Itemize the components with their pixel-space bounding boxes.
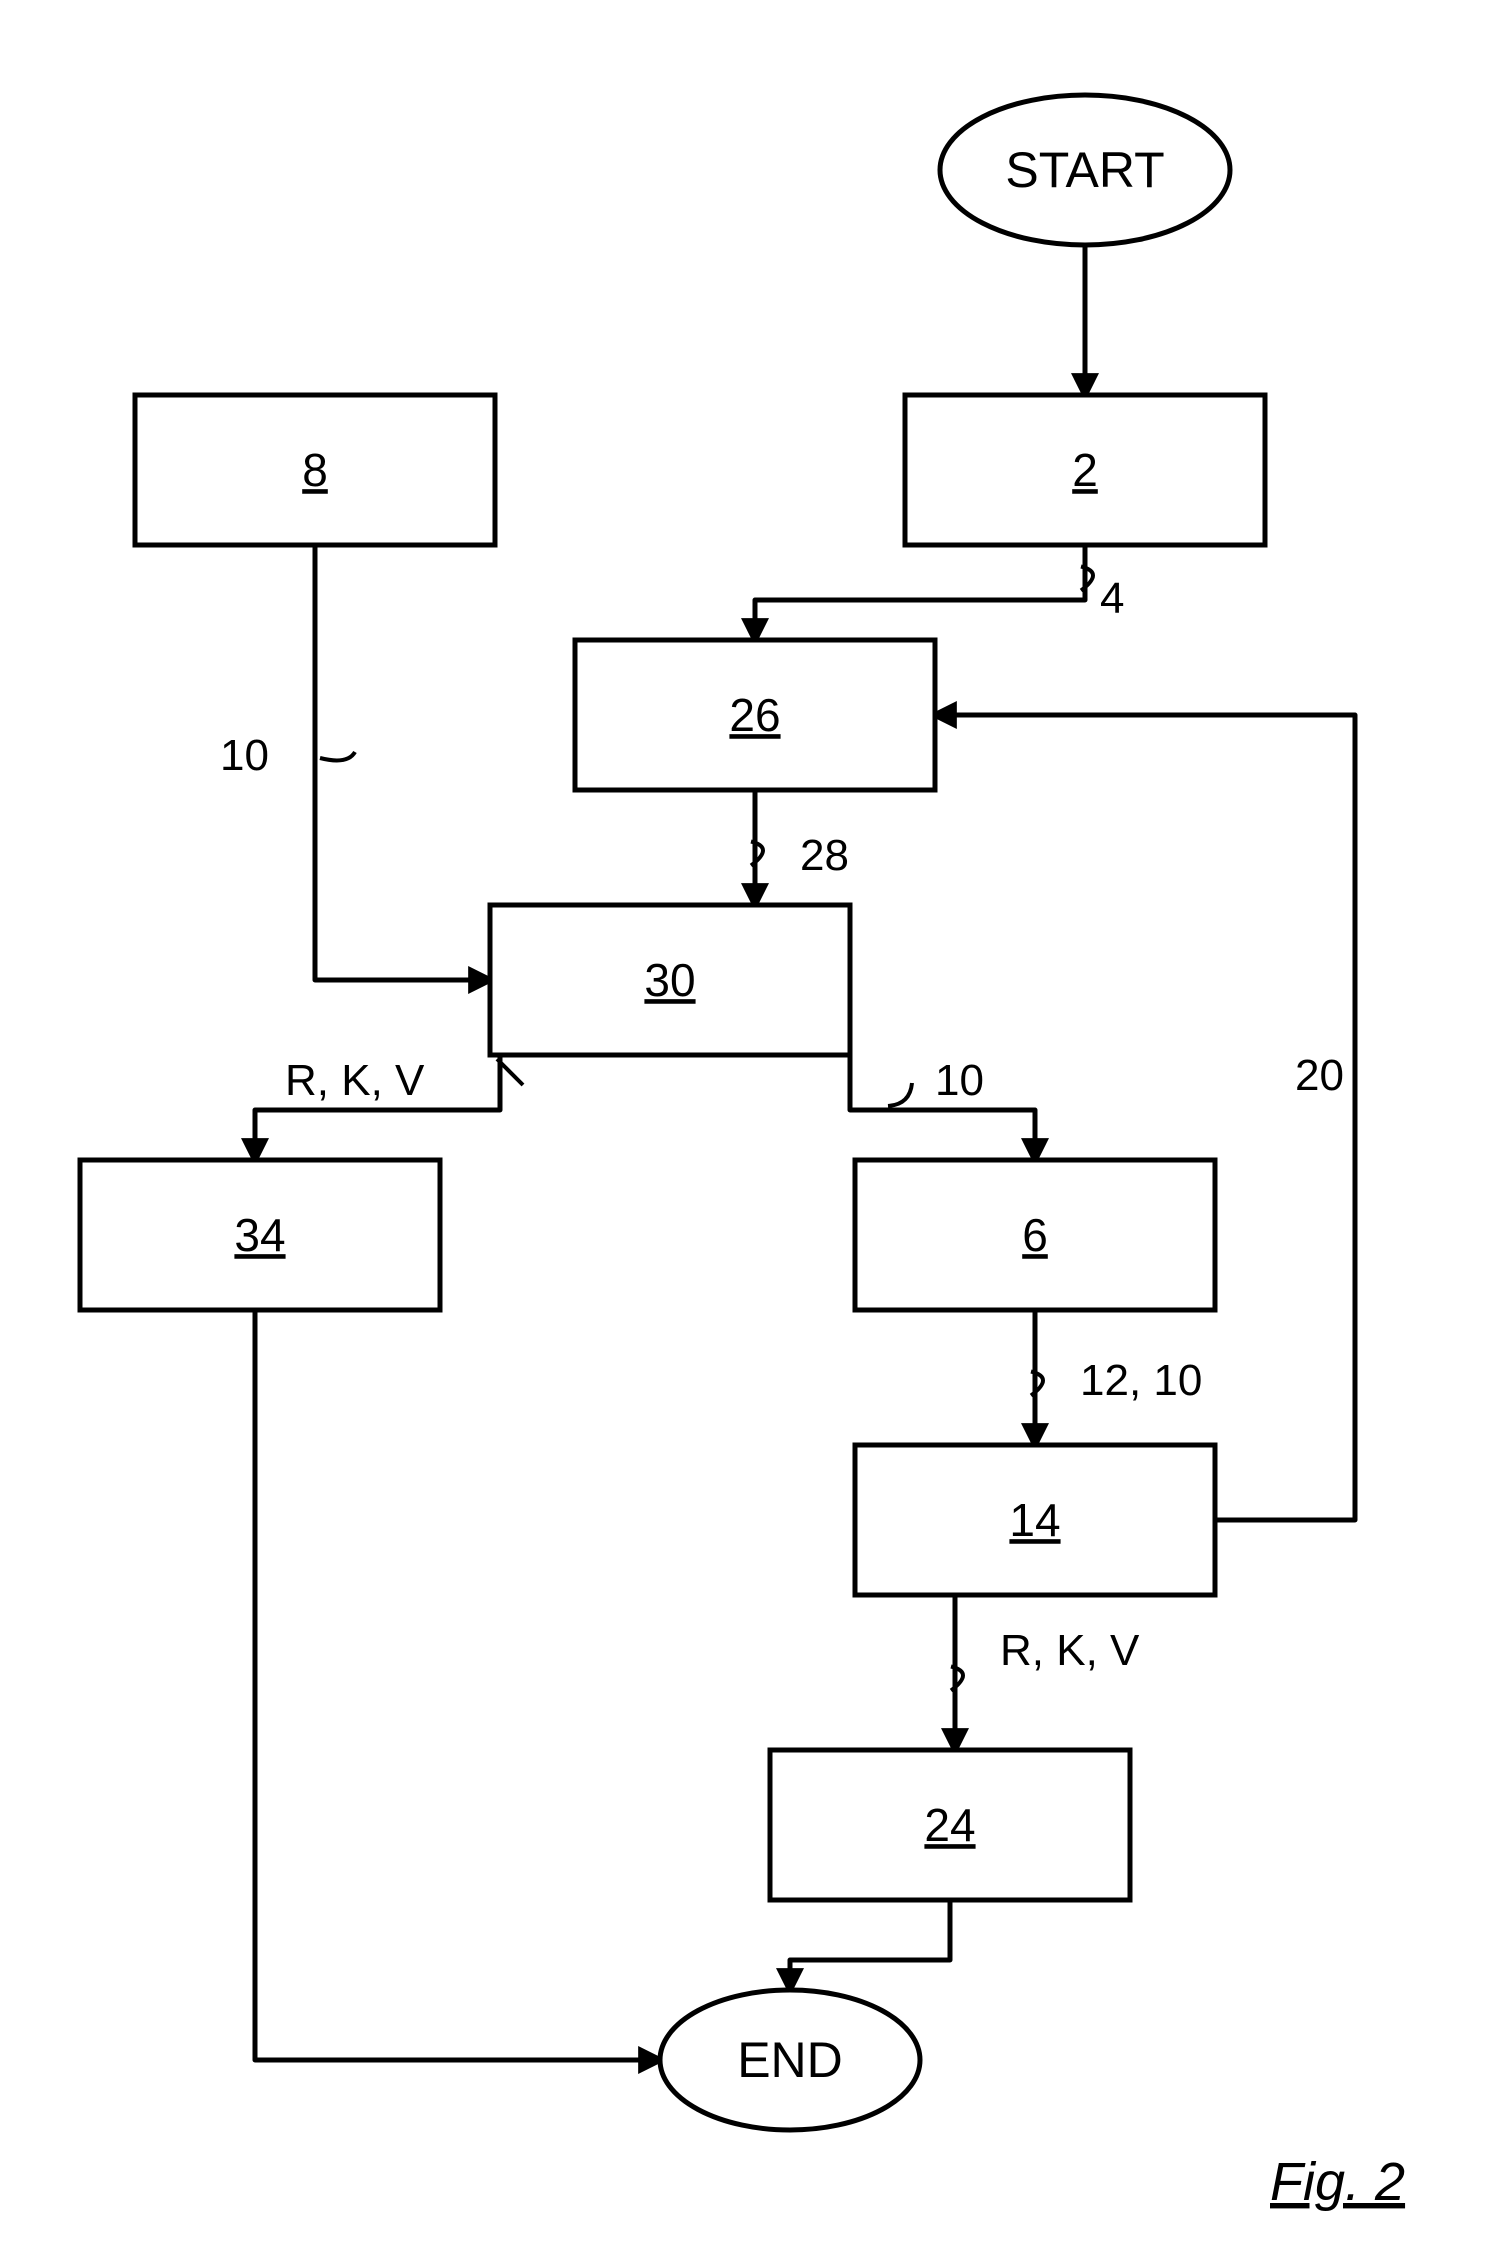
edge-label: 4 [1100,574,1124,623]
edge-e_24_end [790,1900,950,1990]
node-label: 8 [302,444,328,496]
node-label: 26 [729,689,780,741]
node-label: 2 [1072,444,1098,496]
edge-label: 10 [935,1056,984,1105]
edge-e_6_14: 12, 10 [1031,1310,1202,1445]
edge-e_26_30: 28 [751,790,849,905]
node-label: END [737,2032,843,2088]
node-n6: 6 [855,1160,1215,1310]
edge-label: 20 [1295,1051,1344,1100]
edge-e_8_30: 10 [220,545,490,980]
node-label: 14 [1009,1494,1060,1546]
edge-label: 10 [220,731,269,780]
node-n24: 24 [770,1750,1130,1900]
node-n26: 26 [575,640,935,790]
node-label: 34 [234,1209,285,1261]
node-start: START [940,95,1230,245]
edge-label: 28 [800,831,849,880]
node-label: START [1005,142,1164,198]
flowchart: 42810R, K, V1012, 10R, K, V20 START28263… [0,0,1506,2263]
edge-e_30_6: 10 [850,1030,1035,1160]
edge-e_14_24: R, K, V [951,1595,1140,1750]
edge-e_2_26: 4 [755,545,1124,640]
node-end: END [660,1990,920,2130]
node-n30: 30 [490,905,850,1055]
figure-caption: Fig. 2 [1270,2152,1405,2212]
node-label: 6 [1022,1209,1048,1261]
edge-e_30_34: R, K, V [255,1055,523,1160]
node-n2: 2 [905,395,1265,545]
edge-label: R, K, V [285,1056,425,1105]
edge-e_34_end [255,1310,660,2060]
node-n8: 8 [135,395,495,545]
node-n34: 34 [80,1160,440,1310]
node-label: 30 [644,954,695,1006]
node-n14: 14 [855,1445,1215,1595]
edge-label: R, K, V [1000,1626,1140,1675]
edge-label: 12, 10 [1080,1356,1202,1405]
node-label: 24 [924,1799,975,1851]
